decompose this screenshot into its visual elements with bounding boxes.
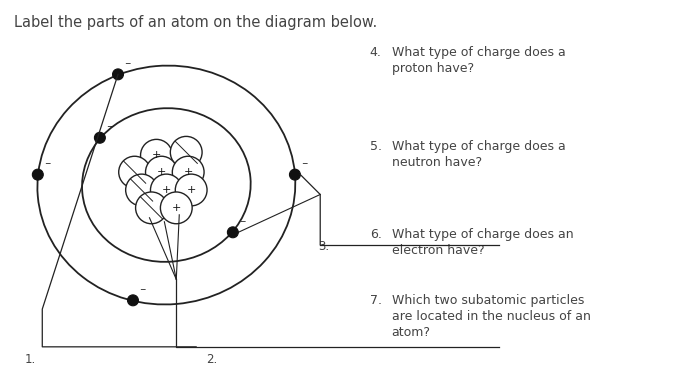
Circle shape (150, 174, 182, 206)
Circle shape (170, 136, 202, 168)
Text: 1.: 1. (25, 353, 36, 366)
Text: proton have?: proton have? (392, 62, 474, 75)
Circle shape (290, 169, 300, 180)
Text: atom?: atom? (392, 326, 430, 339)
Circle shape (160, 192, 193, 224)
Text: −: − (125, 59, 131, 68)
Circle shape (94, 132, 105, 143)
Text: −: − (106, 122, 113, 131)
Text: What type of charge does a: What type of charge does a (392, 140, 566, 153)
Circle shape (136, 192, 167, 224)
Circle shape (228, 227, 238, 238)
Text: 5.: 5. (370, 140, 382, 153)
Text: +: + (186, 185, 196, 195)
Text: 7.: 7. (370, 294, 382, 307)
Text: are located in the nucleus of an: are located in the nucleus of an (392, 310, 591, 323)
Text: +: + (172, 203, 181, 213)
Text: +: + (162, 185, 171, 195)
Text: What type of charge does a: What type of charge does a (392, 46, 566, 59)
Text: electron have?: electron have? (392, 243, 484, 257)
Text: −: − (44, 159, 50, 168)
Text: 6.: 6. (370, 228, 382, 241)
Text: −: − (239, 217, 246, 226)
Circle shape (175, 174, 207, 206)
Text: −: − (139, 285, 146, 294)
Circle shape (141, 139, 172, 171)
Circle shape (127, 295, 139, 306)
Text: Which two subatomic particles: Which two subatomic particles (392, 294, 584, 307)
Text: neutron have?: neutron have? (392, 156, 482, 169)
Circle shape (119, 156, 150, 188)
Circle shape (172, 156, 204, 188)
Circle shape (146, 156, 177, 188)
Text: +: + (152, 150, 161, 160)
Text: Label the parts of an atom on the diagram below.: Label the parts of an atom on the diagra… (15, 15, 378, 30)
Circle shape (113, 69, 123, 80)
Circle shape (126, 174, 158, 206)
Text: 2.: 2. (206, 353, 217, 366)
Text: 4.: 4. (370, 46, 382, 59)
Text: 3.: 3. (318, 240, 330, 253)
Text: +: + (157, 167, 166, 177)
Text: What type of charge does an: What type of charge does an (392, 228, 573, 241)
Text: +: + (183, 167, 193, 177)
Circle shape (32, 169, 43, 180)
Text: −: − (302, 159, 308, 168)
